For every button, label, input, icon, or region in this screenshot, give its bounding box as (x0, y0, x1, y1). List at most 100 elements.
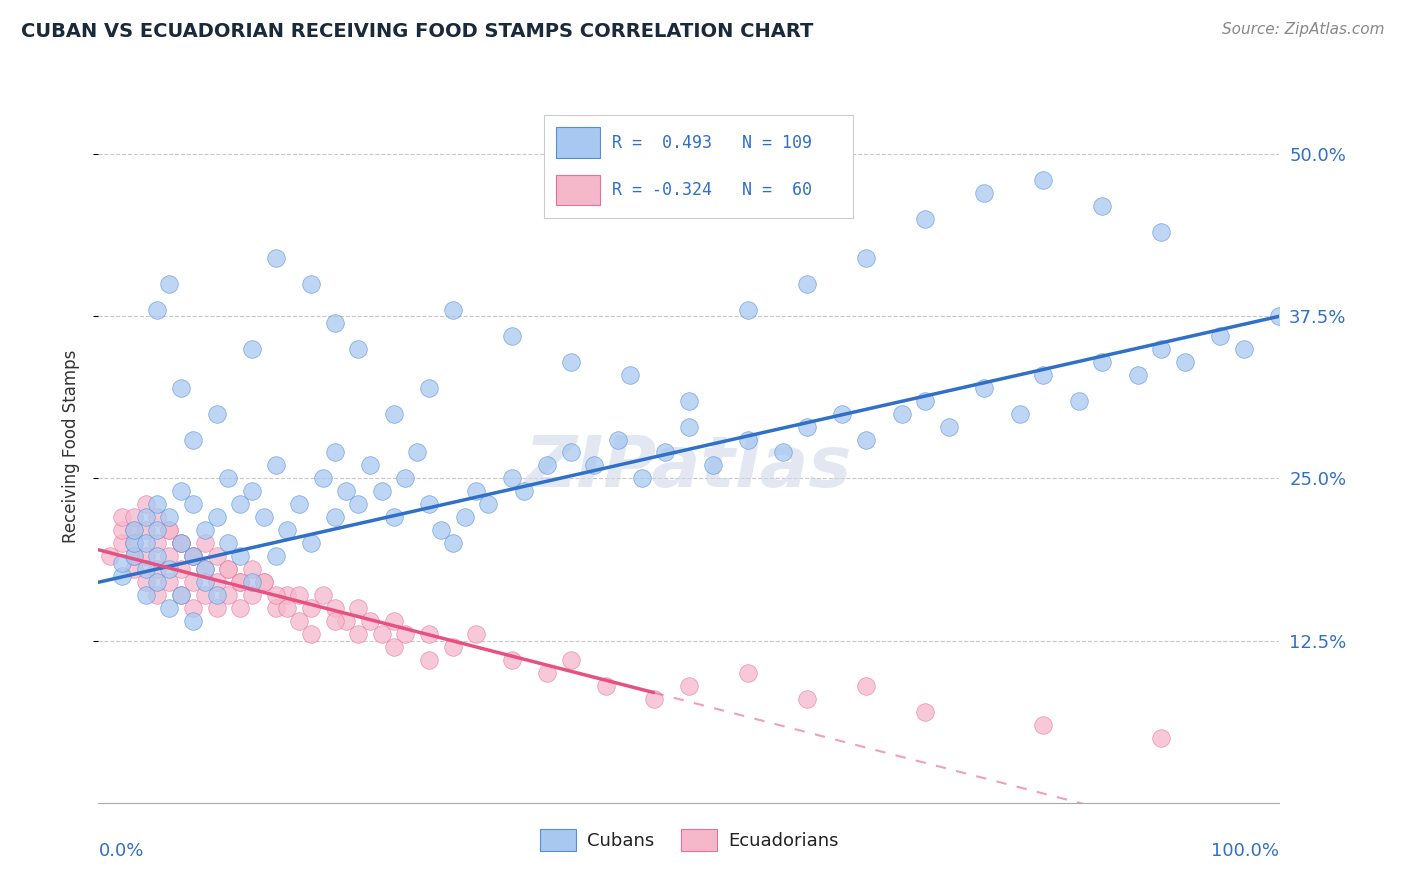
Point (205, 510, 228, 524)
Point (560, 445, 582, 459)
Point (157, 524, 180, 538)
Y-axis label: Receiving Food Stamps: Receiving Food Stamps (62, 350, 80, 542)
Point (501, 653, 523, 667)
Point (146, 549, 169, 564)
Point (418, 653, 440, 667)
Point (607, 433, 630, 447)
Point (229, 575, 252, 590)
Point (111, 510, 134, 524)
Point (288, 497, 311, 511)
Point (1150, 342, 1173, 356)
Point (619, 368, 641, 382)
Point (406, 445, 429, 459)
Point (194, 575, 217, 590)
Point (170, 562, 193, 576)
Point (181, 601, 204, 615)
Point (394, 471, 416, 485)
Point (217, 536, 239, 550)
Point (796, 419, 818, 434)
Point (1008, 407, 1031, 421)
Point (477, 497, 499, 511)
Point (229, 575, 252, 590)
Point (157, 277, 180, 291)
Point (205, 575, 228, 590)
Point (135, 562, 157, 576)
Point (299, 627, 322, 641)
Point (347, 342, 370, 356)
Point (359, 458, 381, 473)
Point (441, 536, 464, 550)
Point (240, 342, 263, 356)
Point (914, 211, 936, 226)
Point (170, 484, 193, 499)
Point (288, 614, 311, 628)
Point (347, 627, 370, 641)
Point (1268, 310, 1291, 324)
Point (122, 536, 145, 550)
Point (536, 458, 558, 473)
Point (170, 536, 193, 550)
Point (135, 549, 157, 564)
Point (382, 640, 405, 654)
Point (418, 627, 440, 641)
Point (146, 588, 169, 602)
Point (382, 614, 405, 628)
Point (146, 575, 169, 590)
Point (855, 433, 877, 447)
Point (157, 549, 180, 564)
Point (737, 433, 759, 447)
Point (170, 588, 193, 602)
Point (512, 484, 534, 499)
Point (122, 510, 145, 524)
Point (122, 524, 145, 538)
Point (240, 588, 263, 602)
Point (1233, 342, 1256, 356)
Point (323, 316, 346, 330)
Point (1174, 354, 1197, 368)
Point (122, 536, 145, 550)
Point (560, 653, 582, 667)
Point (938, 419, 960, 434)
Point (205, 588, 228, 602)
Point (441, 640, 464, 654)
Point (217, 562, 239, 576)
Point (1209, 328, 1232, 343)
Point (194, 562, 217, 576)
Point (595, 679, 617, 693)
Point (312, 588, 335, 602)
Point (264, 251, 287, 265)
Point (194, 562, 217, 576)
Point (181, 549, 204, 564)
Point (418, 497, 440, 511)
Point (217, 588, 239, 602)
Point (323, 510, 346, 524)
Point (122, 549, 145, 564)
Point (135, 536, 157, 550)
Text: R =  0.493   N = 109: R = 0.493 N = 109 (612, 134, 811, 152)
Point (253, 510, 276, 524)
Point (181, 497, 204, 511)
Text: CUBAN VS ECUADORIAN RECEIVING FOOD STAMPS CORRELATION CHART: CUBAN VS ECUADORIAN RECEIVING FOOD STAMP… (21, 22, 814, 41)
Bar (557, 175, 599, 205)
Point (111, 556, 134, 570)
Point (323, 614, 346, 628)
Legend: Cubans, Ecuadorians: Cubans, Ecuadorians (533, 822, 845, 858)
Point (678, 679, 700, 693)
Point (855, 251, 877, 265)
Bar (557, 128, 599, 158)
Point (170, 588, 193, 602)
Text: Source: ZipAtlas.com: Source: ZipAtlas.com (1222, 22, 1385, 37)
Text: R = -0.324   N =  60: R = -0.324 N = 60 (612, 181, 811, 199)
Point (1032, 173, 1054, 187)
Point (135, 575, 157, 590)
Point (560, 354, 582, 368)
Point (1091, 199, 1114, 213)
Point (111, 536, 134, 550)
Point (430, 524, 453, 538)
Point (135, 497, 157, 511)
Point (98, 549, 121, 564)
Point (371, 627, 394, 641)
Point (146, 524, 169, 538)
Point (111, 524, 134, 538)
Point (229, 549, 252, 564)
